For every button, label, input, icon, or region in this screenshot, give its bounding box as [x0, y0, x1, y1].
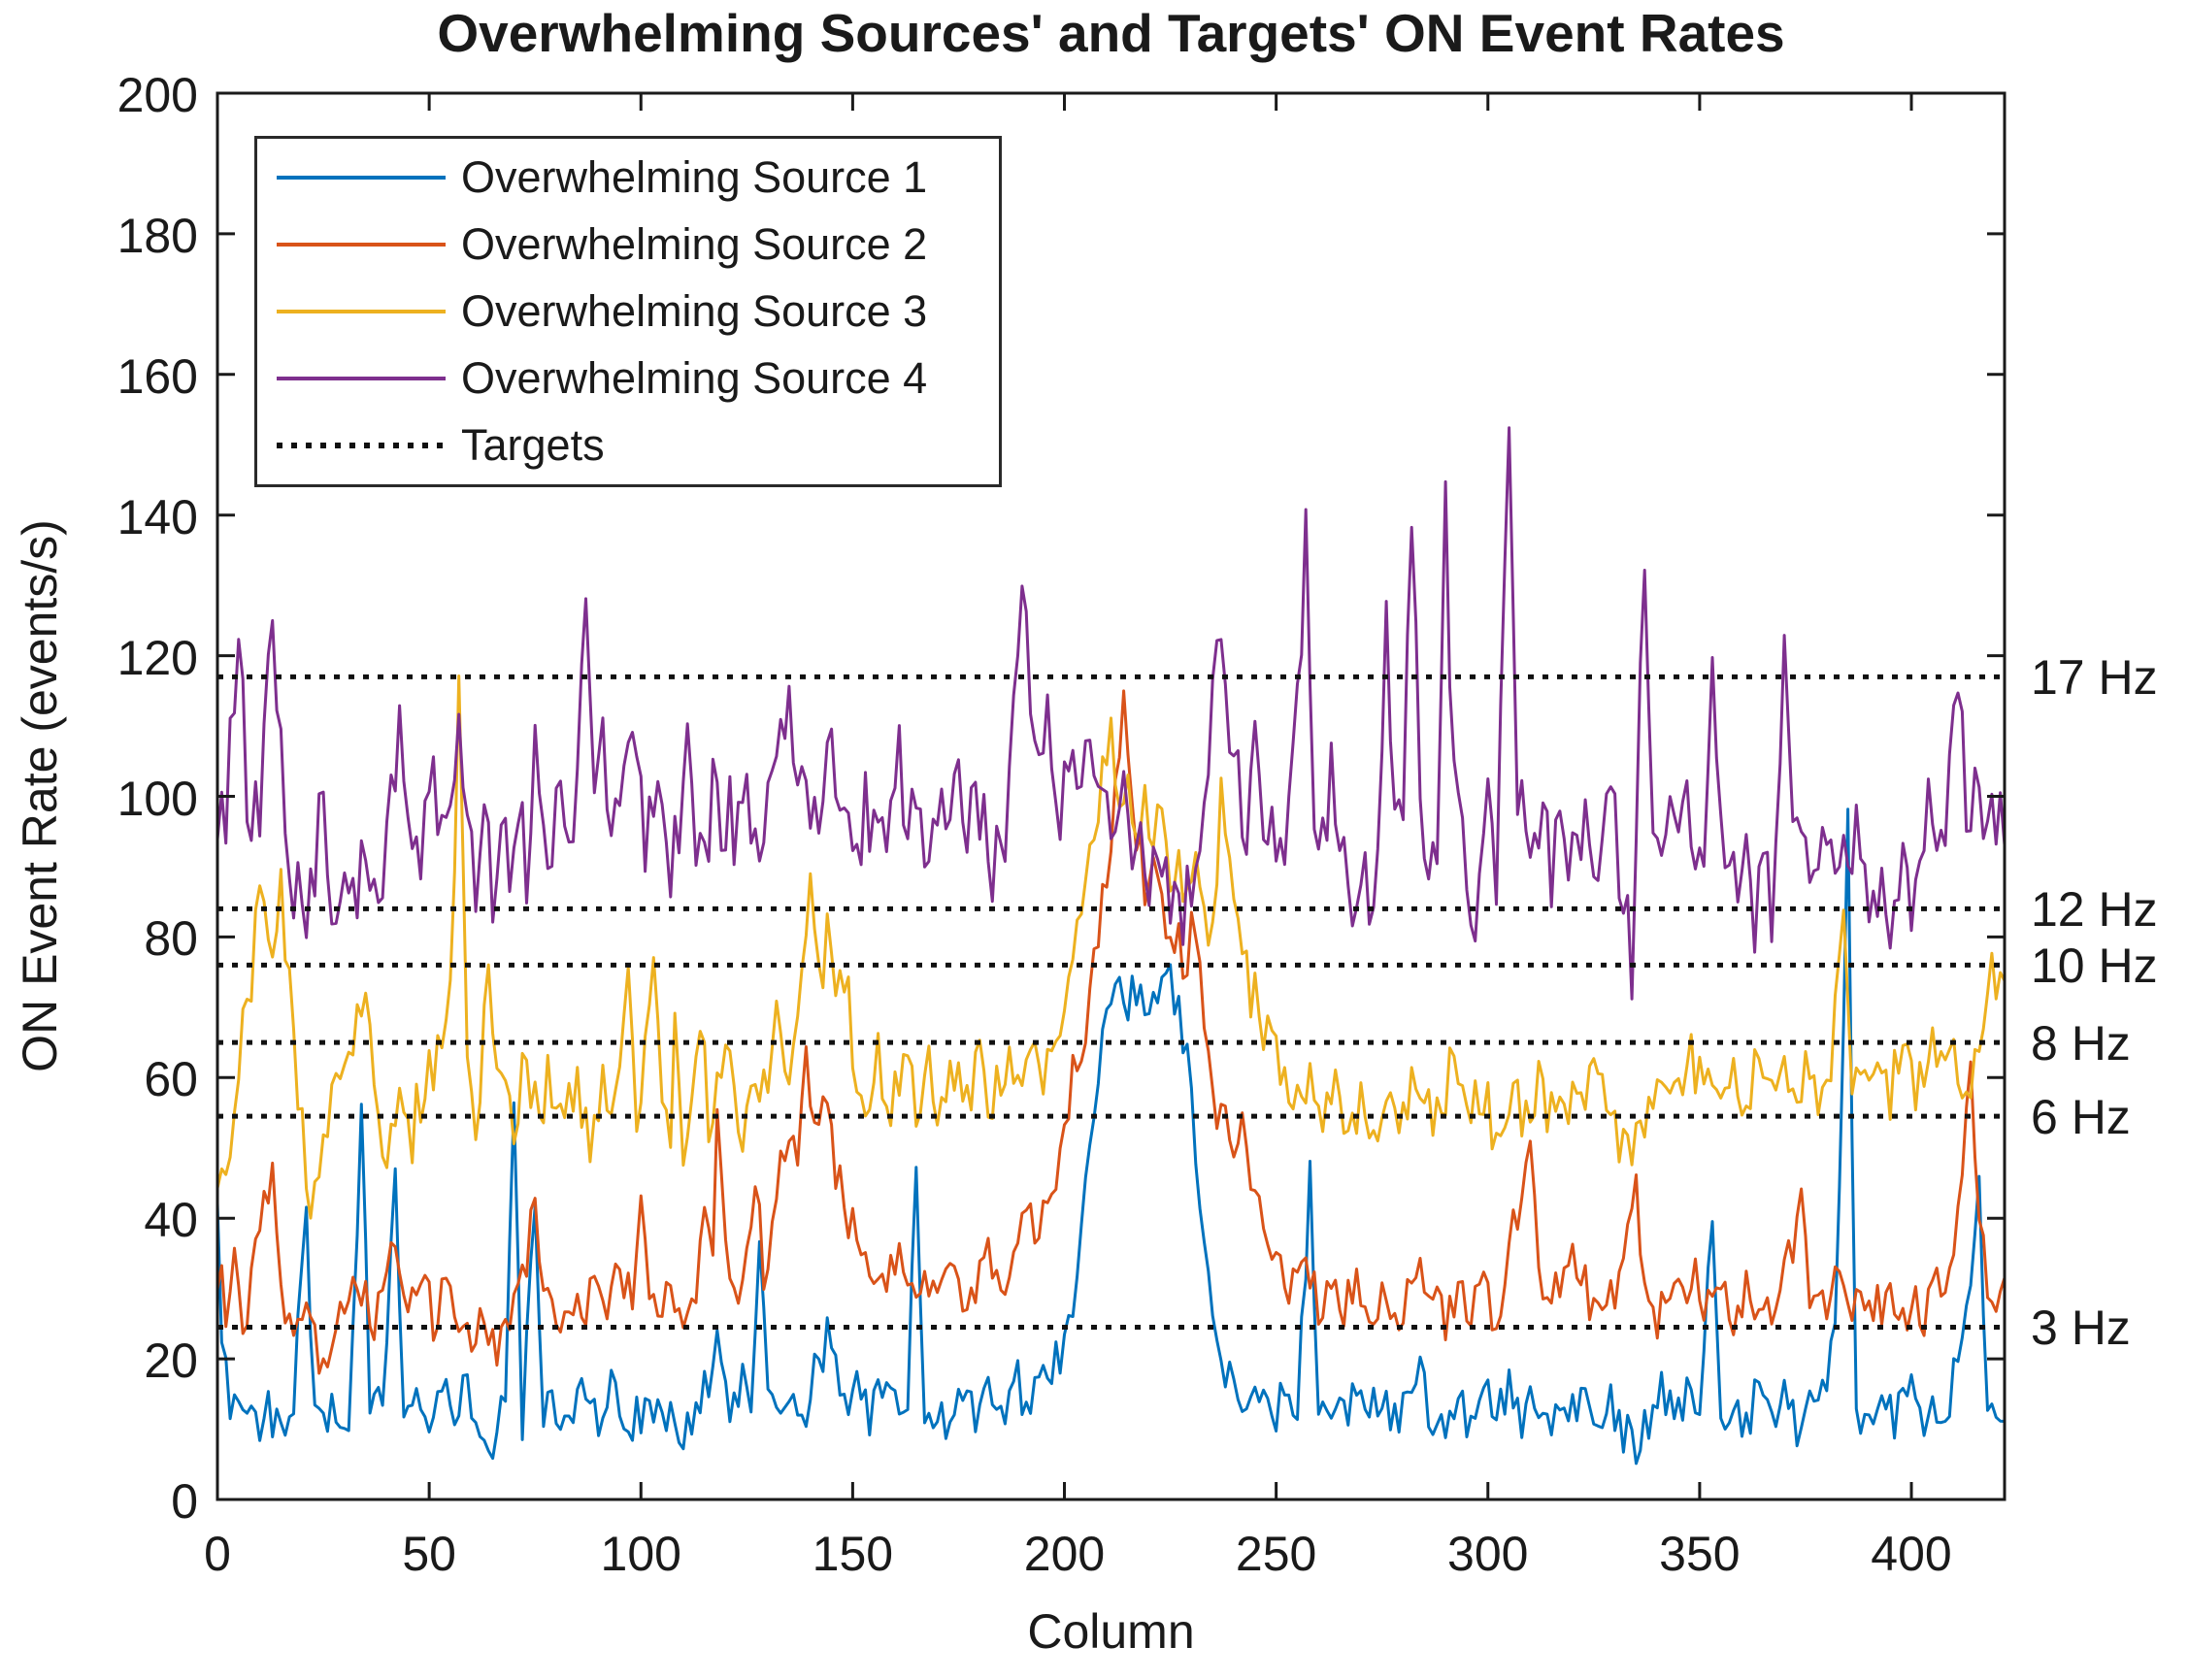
y-tick-label-200: 200	[116, 68, 198, 122]
legend-line-swatch	[277, 243, 446, 247]
x-tick-label-350: 350	[1659, 1527, 1741, 1581]
x-tick-label-200: 200	[1023, 1527, 1106, 1581]
y-tick-label-60: 60	[144, 1052, 198, 1107]
legend-line-swatch	[277, 309, 446, 313]
target-hz-label: 8 Hz	[2031, 1016, 2131, 1071]
target-hz-label: 6 Hz	[2031, 1090, 2131, 1145]
x-tick-label-400: 400	[1871, 1527, 1952, 1581]
legend-sample-line-4	[277, 376, 446, 380]
y-tick-label-80: 80	[144, 911, 198, 967]
legend-row: Overwhelming Source 3	[277, 280, 999, 343]
y-tick-label-140: 140	[116, 489, 198, 544]
legend-sample-line-2	[277, 243, 446, 247]
x-tick-label-250: 250	[1235, 1527, 1317, 1581]
series-line-4	[217, 426, 2005, 1001]
y-tick-label-40: 40	[144, 1193, 198, 1248]
y-tick-label-100: 100	[116, 771, 198, 826]
legend-row: Targets	[277, 414, 999, 477]
x-tick-label-50: 50	[402, 1527, 456, 1581]
x-tick-label-100: 100	[600, 1527, 681, 1581]
legend-entry-label: Targets	[461, 419, 605, 470]
legend-sample-dotted-line	[277, 442, 446, 448]
target-hz-label: 10 Hz	[2031, 939, 2158, 994]
x-tick-label-0: 0	[204, 1527, 231, 1581]
chart-title: Overwhelming Sources' and Targets' ON Ev…	[437, 3, 1785, 63]
legend-sample-line-1	[277, 176, 446, 181]
legend-line-swatch	[277, 442, 446, 448]
legend: Overwhelming Source 1 Overwhelming Source…	[254, 136, 1002, 487]
legend-line-swatch	[277, 176, 446, 181]
legend-entry-label: Overwhelming Source 3	[461, 285, 928, 336]
y-tick-label-20: 20	[144, 1334, 198, 1389]
x-tick-label-300: 300	[1447, 1527, 1529, 1581]
x-tick-label-150: 150	[812, 1527, 894, 1581]
legend-row: Overwhelming Source 4	[277, 347, 999, 410]
series-line-3	[217, 675, 2005, 1220]
target-hz-label: 3 Hz	[2031, 1301, 2131, 1356]
legend-entry-label: Overwhelming Source 4	[461, 352, 928, 403]
target-hz-label: 12 Hz	[2031, 882, 2158, 938]
legend-row: Overwhelming Source 1	[277, 147, 999, 209]
legend-entry-label: Overwhelming Source 2	[461, 219, 928, 270]
y-tick-label-120: 120	[116, 630, 198, 685]
legend-sample-line-3	[277, 309, 446, 313]
legend-row: Overwhelming Source 2	[277, 214, 999, 276]
series-line-2	[217, 689, 2005, 1375]
legend-entry-label: Overwhelming Source 1	[461, 152, 928, 203]
x-axis-label: Column	[1027, 1604, 1195, 1659]
legend-line-swatch	[277, 376, 446, 380]
y-tick-label-0: 0	[171, 1474, 198, 1529]
y-tick-label-160: 160	[116, 348, 198, 404]
target-hz-label: 17 Hz	[2031, 650, 2158, 706]
y-tick-label-180: 180	[116, 208, 198, 263]
